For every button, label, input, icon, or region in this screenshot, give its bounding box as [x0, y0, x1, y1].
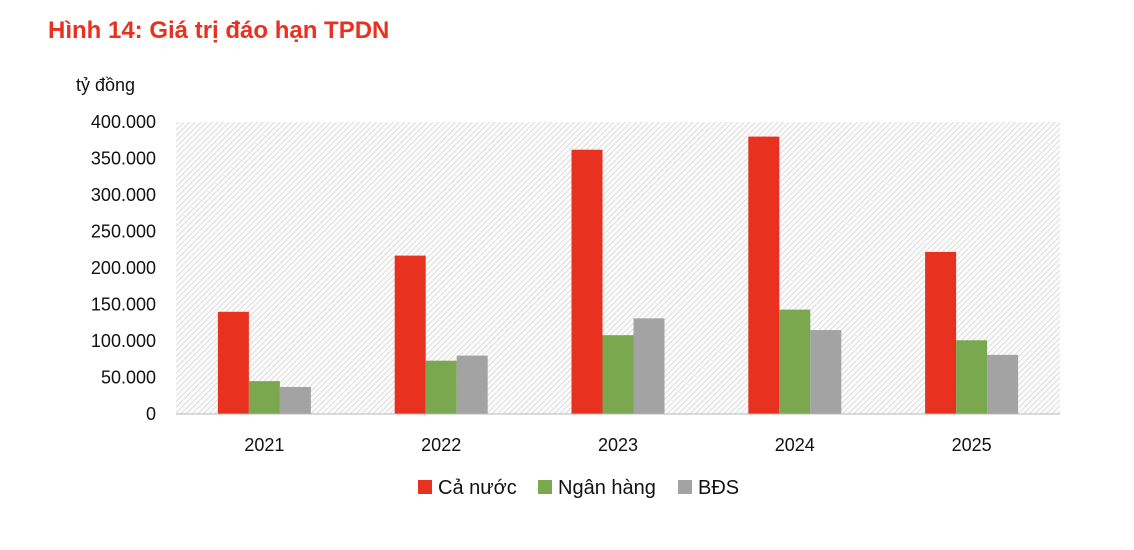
x-tick-label: 2025	[952, 435, 992, 455]
bar	[748, 136, 780, 414]
legend-swatch	[538, 480, 552, 494]
bar	[779, 309, 811, 414]
y-tick-label: 200.000	[91, 258, 156, 278]
bar-series	[217, 136, 1019, 415]
x-tick-label: 2021	[244, 435, 284, 455]
legend-swatch	[418, 480, 432, 494]
x-axis-ticks: 2021 2022 2023 2024 2025	[244, 435, 991, 455]
legend-label: Ngân hàng	[558, 477, 656, 499]
y-tick-label: 400.000	[91, 112, 156, 132]
bar	[571, 149, 603, 415]
y-axis-ticks: 0 50.000 100.000 150.000 200.000 250.000 300.0…	[91, 112, 156, 424]
bar	[279, 386, 311, 414]
bar	[425, 360, 457, 414]
y-tick-label: 300.000	[91, 185, 156, 205]
y-tick-label: 50.000	[101, 368, 156, 388]
bar	[248, 381, 280, 414]
bar	[394, 255, 426, 414]
y-tick-label: 100.000	[91, 331, 156, 351]
x-tick-label: 2024	[775, 435, 815, 455]
y-tick-label: 350.000	[91, 149, 156, 169]
y-tick-label: 0	[146, 404, 156, 424]
bar	[810, 330, 842, 414]
legend-label: Cả nước	[438, 477, 517, 499]
legend-label: BĐS	[698, 477, 739, 499]
x-tick-label: 2023	[598, 435, 638, 455]
y-tick-label: 250.000	[91, 222, 156, 242]
chart-title: Hình 14: Giá trị đáo hạn TPDN	[48, 17, 390, 44]
x-tick-label: 2022	[421, 435, 461, 455]
y-axis-unit-label: tỷ đồng	[76, 75, 135, 95]
bar	[925, 251, 957, 414]
chart-legend: Cả nước Ngân hàng BĐS	[418, 477, 739, 499]
bar	[987, 354, 1019, 414]
bar	[217, 311, 249, 414]
bar	[956, 340, 988, 414]
bar	[456, 355, 488, 414]
bar	[602, 335, 634, 414]
bar	[633, 318, 665, 414]
y-tick-label: 150.000	[91, 295, 156, 315]
legend-swatch	[678, 480, 692, 494]
